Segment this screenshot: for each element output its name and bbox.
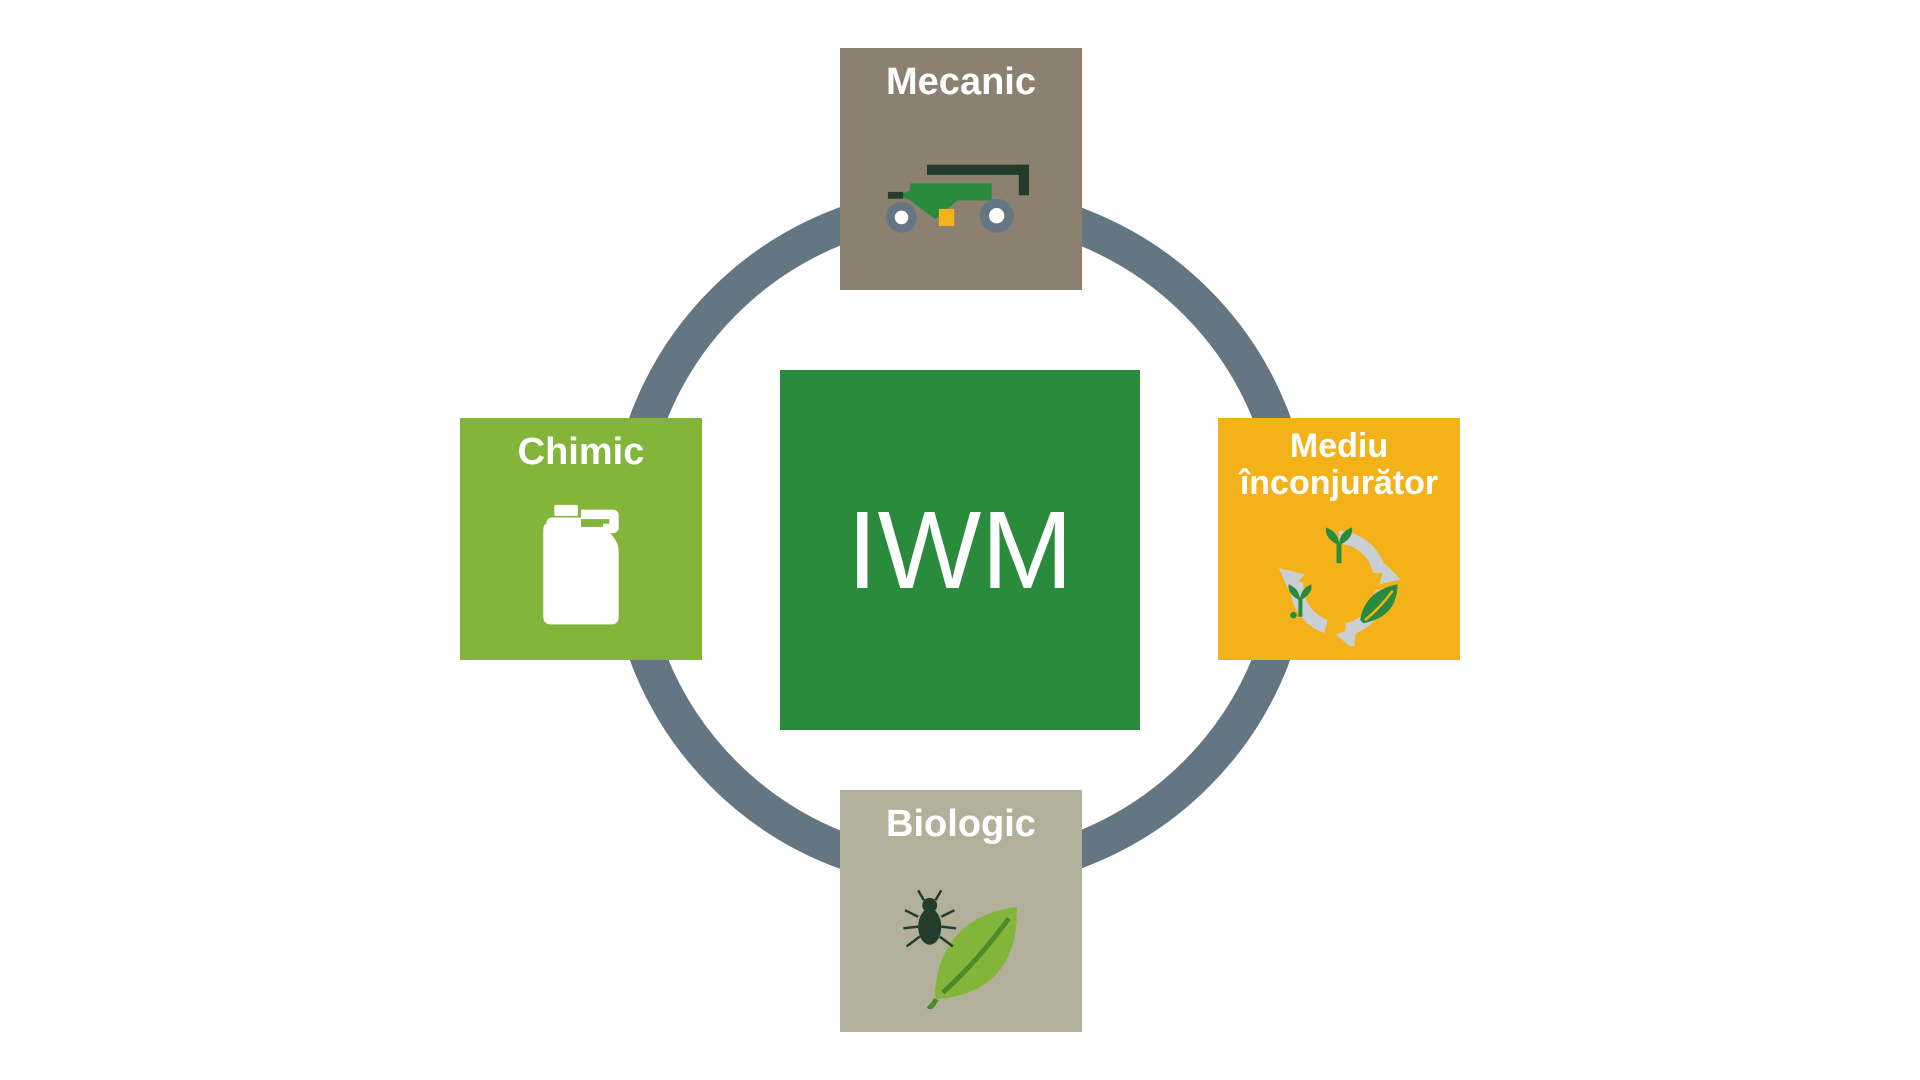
tile-bottom-label: Biologic <box>886 804 1036 846</box>
tile-top: Mecanic <box>840 48 1082 290</box>
tractor-icon <box>840 104 1082 290</box>
canister-icon <box>460 474 702 660</box>
center-tile: IWM <box>780 370 1140 730</box>
tile-right: Mediu înconjurător <box>1218 418 1460 660</box>
recycle-plants-icon <box>1218 503 1460 660</box>
tile-left-label: Chimic <box>518 432 645 474</box>
center-label: IWM <box>847 490 1073 611</box>
bug-leaf-icon <box>840 846 1082 1032</box>
tile-top-label: Mecanic <box>886 62 1036 104</box>
tile-right-label: Mediu înconjurător <box>1240 428 1438 503</box>
tile-bottom: Biologic <box>840 790 1082 1032</box>
diagram-stage: IWM Mecanic M <box>0 0 1920 1080</box>
tile-left: Chimic <box>460 418 702 660</box>
